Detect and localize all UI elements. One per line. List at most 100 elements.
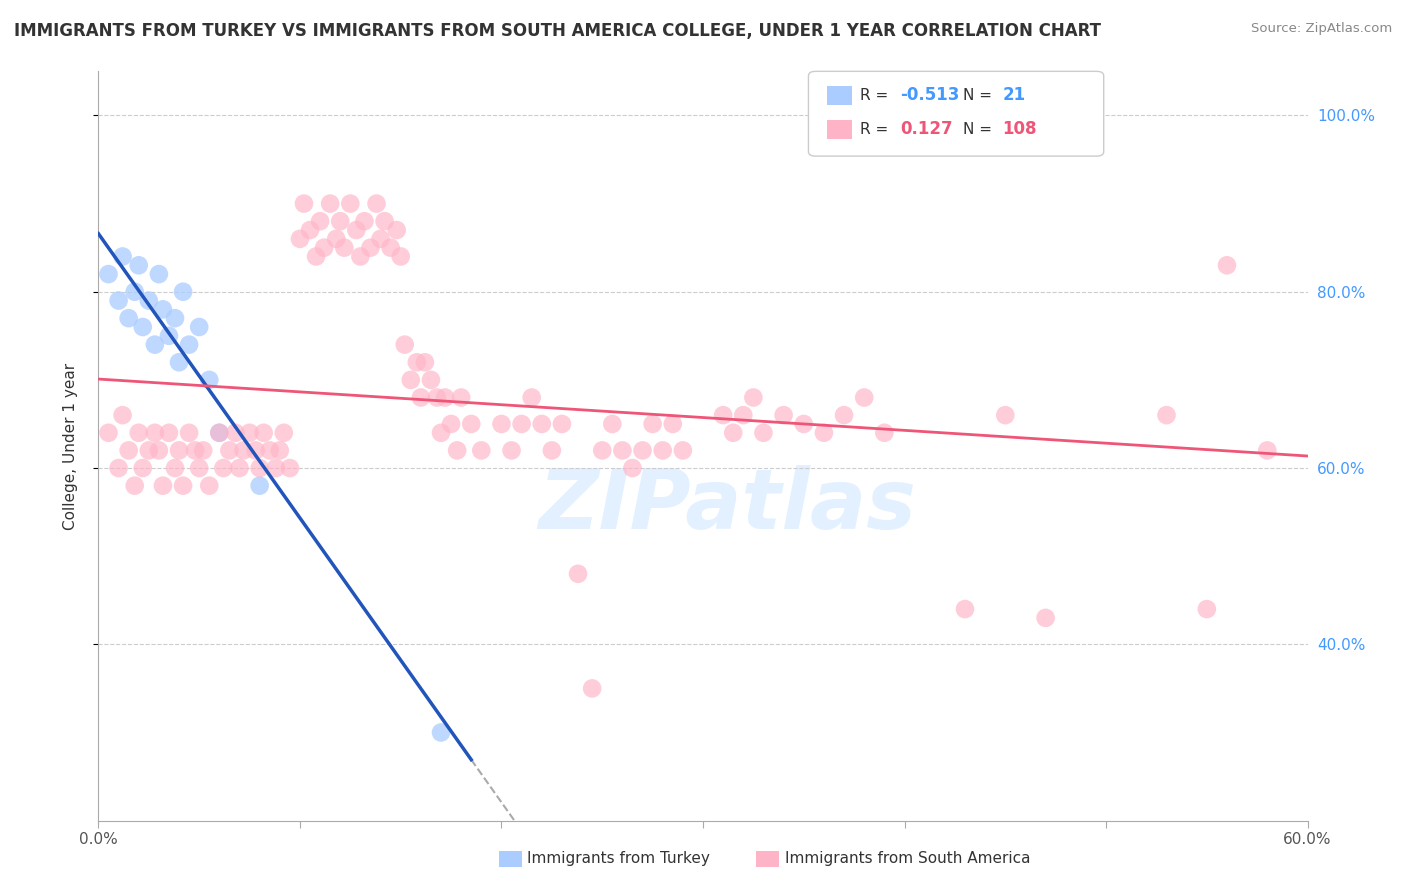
Text: R =: R = [860, 122, 894, 136]
Point [430, 725, 453, 739]
Text: Source: ZipAtlas.com: Source: ZipAtlas.com [1251, 22, 1392, 36]
Point [163, 311, 186, 326]
Point [232, 443, 254, 458]
Point [413, 355, 436, 369]
Point [259, 443, 281, 458]
Point [672, 443, 695, 458]
Point [994, 408, 1017, 422]
Point [446, 443, 468, 458]
Point [184, 443, 207, 458]
Point [360, 241, 382, 255]
Point [208, 425, 231, 440]
Point [374, 214, 396, 228]
Point [853, 391, 876, 405]
Point [292, 196, 315, 211]
Point [733, 408, 755, 422]
Point [661, 417, 683, 431]
Point [370, 232, 392, 246]
Point [520, 391, 543, 405]
Point [409, 391, 432, 405]
Text: -0.513: -0.513 [900, 87, 959, 104]
Point [124, 285, 146, 299]
Point [366, 196, 388, 211]
Point [111, 250, 134, 264]
Point [188, 320, 211, 334]
Point [97, 267, 120, 281]
Point [399, 373, 422, 387]
Point [510, 417, 533, 431]
Point [460, 417, 482, 431]
Point [299, 223, 322, 237]
Point [752, 425, 775, 440]
Point [501, 443, 523, 458]
Point [344, 223, 367, 237]
Point [253, 425, 276, 440]
Point [832, 408, 855, 422]
Point [1195, 602, 1218, 616]
Point [420, 373, 443, 387]
Point [288, 232, 311, 246]
Point [333, 241, 356, 255]
Point [813, 425, 835, 440]
Point [198, 478, 221, 492]
Point [148, 443, 170, 458]
Point [107, 461, 129, 475]
Point [430, 425, 453, 440]
Point [138, 293, 160, 308]
Text: 0.127: 0.127 [900, 120, 952, 138]
Point [434, 391, 457, 405]
Point [111, 408, 134, 422]
Point [118, 311, 141, 326]
Point [212, 461, 235, 475]
Point [621, 461, 644, 475]
Point [329, 214, 352, 228]
Point [426, 391, 449, 405]
Point [193, 443, 215, 458]
Point [567, 566, 589, 581]
Point [152, 478, 174, 492]
Text: R =: R = [860, 88, 894, 103]
Text: N =: N = [963, 122, 997, 136]
Point [273, 425, 295, 440]
Point [305, 250, 328, 264]
Point [118, 443, 141, 458]
Point [124, 478, 146, 492]
Point [440, 417, 463, 431]
Point [551, 417, 574, 431]
Point [148, 267, 170, 281]
Text: 21: 21 [1002, 87, 1025, 104]
Point [602, 417, 624, 431]
Point [245, 443, 267, 458]
Point [591, 443, 613, 458]
Text: ZIPatlas: ZIPatlas [538, 466, 917, 547]
Point [353, 214, 375, 228]
Point [167, 443, 190, 458]
Point [631, 443, 654, 458]
Point [581, 681, 603, 696]
Text: 108: 108 [1002, 120, 1038, 138]
Text: N =: N = [963, 88, 997, 103]
Point [128, 425, 150, 440]
Point [132, 320, 155, 334]
Point [1156, 408, 1178, 422]
Point [128, 258, 150, 272]
Point [389, 250, 412, 264]
Point [239, 425, 262, 440]
Point [163, 461, 186, 475]
Point [723, 425, 745, 440]
Point [325, 232, 347, 246]
Point [314, 241, 336, 255]
Point [319, 196, 342, 211]
Point [1035, 611, 1057, 625]
Point [188, 461, 211, 475]
Point [540, 443, 562, 458]
Point [450, 391, 472, 405]
Point [385, 223, 408, 237]
Point [138, 443, 160, 458]
Point [264, 461, 287, 475]
Y-axis label: College, Under 1 year: College, Under 1 year [63, 362, 77, 530]
Point [132, 461, 155, 475]
Point [953, 602, 976, 616]
Point [179, 425, 201, 440]
Point [641, 417, 664, 431]
